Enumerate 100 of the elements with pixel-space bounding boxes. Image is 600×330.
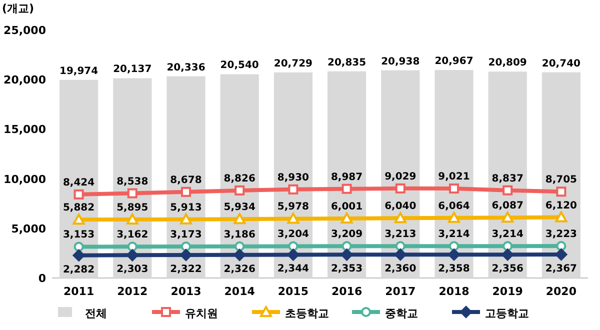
data-label: 2,326	[224, 264, 256, 275]
point	[502, 212, 514, 223]
data-label: 20,967	[434, 56, 474, 68]
x-tick-label: 2016	[331, 285, 362, 298]
x-tick-label: 2011	[63, 285, 94, 298]
data-label: 20,137	[113, 64, 152, 76]
data-label: 20,729	[274, 58, 313, 70]
data-label: 8,826	[224, 173, 256, 184]
y-tick-label: 15,000	[4, 123, 46, 136]
point	[448, 248, 460, 261]
data-label: 2,282	[62, 264, 95, 276]
point	[127, 242, 138, 252]
point	[449, 241, 459, 252]
point	[448, 212, 460, 223]
data-label: 6,040	[384, 201, 416, 212]
point	[556, 186, 566, 197]
point	[74, 242, 84, 252]
point	[126, 214, 138, 225]
point	[340, 248, 353, 261]
y-tick-label: 25,000	[4, 24, 46, 37]
y-tick-label: 0	[38, 272, 46, 285]
data-label: 3,204	[277, 229, 310, 240]
legend-label: 고등학교	[485, 307, 529, 320]
data-label: 20,938	[381, 56, 420, 68]
data-label: 2,344	[277, 264, 310, 275]
point	[234, 241, 245, 252]
point	[181, 186, 191, 197]
data-label: 3,186	[224, 229, 256, 240]
point	[181, 242, 191, 252]
point	[342, 241, 352, 252]
data-label: 6,087	[492, 200, 524, 212]
data-label: 20,835	[328, 57, 366, 68]
x-tick-label: 2014	[224, 285, 256, 298]
data-label: 2,353	[330, 264, 363, 275]
x-tick-label: 2012	[117, 285, 148, 298]
point	[126, 249, 138, 262]
data-label: 19,974	[60, 66, 98, 77]
point	[287, 212, 300, 224]
data-label: 20,336	[166, 62, 206, 74]
point	[288, 241, 298, 252]
legend-label: 초등학교	[285, 307, 329, 320]
data-label: 3,214	[438, 229, 470, 240]
data-label: 6,064	[438, 200, 470, 212]
data-label: 3,214	[492, 229, 524, 240]
data-label: 3,153	[62, 230, 95, 241]
point	[394, 248, 406, 261]
data-label: 20,740	[542, 58, 581, 70]
point	[127, 188, 138, 198]
point	[234, 185, 245, 196]
point	[287, 248, 300, 261]
data-label: 6,001	[330, 201, 363, 212]
data-label: 8,705	[545, 174, 578, 186]
data-label: 2,358	[438, 264, 470, 275]
data-label: 8,837	[492, 173, 524, 184]
point	[556, 241, 566, 252]
data-label: 5,978	[277, 202, 310, 213]
data-label: 3,162	[116, 230, 148, 241]
point	[340, 212, 353, 224]
point	[234, 248, 246, 261]
data-label: 8,987	[330, 172, 363, 183]
point	[72, 249, 85, 262]
point	[395, 183, 406, 194]
data-label: 8,678	[170, 174, 202, 186]
data-label: 2,356	[492, 264, 524, 275]
point	[72, 214, 85, 225]
data-label: 5,895	[116, 202, 148, 214]
data-label: 2,303	[116, 264, 148, 276]
point	[180, 248, 192, 261]
data-label: 5,913	[170, 202, 202, 214]
point	[234, 213, 246, 224]
legend-label: 전체	[85, 307, 107, 320]
point	[502, 241, 513, 252]
legend-label: 유치원	[185, 307, 218, 320]
point	[502, 185, 513, 196]
data-label: 20,540	[220, 60, 259, 72]
legend-label: 중학교	[385, 307, 418, 320]
data-label: 8,424	[62, 177, 95, 188]
point	[288, 184, 298, 194]
data-label: 9,029	[384, 171, 416, 182]
x-tick-label: 2015	[278, 285, 309, 298]
y-tick-label: 10,000	[4, 172, 46, 186]
data-label: 2,367	[545, 264, 578, 275]
data-label: 3,213	[384, 229, 416, 240]
point	[180, 213, 192, 224]
x-tick-label: 2019	[492, 285, 523, 298]
y-tick-label: 20,000	[4, 74, 46, 87]
point	[74, 189, 84, 200]
point	[555, 248, 568, 261]
point	[394, 212, 406, 224]
data-label: 3,223	[545, 229, 578, 240]
data-label: 3,209	[330, 229, 363, 240]
x-tick-label: 2020	[546, 285, 577, 298]
point	[395, 241, 406, 252]
data-label: 8,930	[277, 172, 310, 184]
point	[449, 184, 459, 194]
data-label: 2,322	[170, 264, 202, 275]
data-label: 9,021	[438, 172, 470, 183]
data-label: 3,173	[170, 230, 202, 241]
y-tick-label: 5,000	[11, 222, 46, 236]
y-axis-title: (개교)	[2, 2, 34, 15]
